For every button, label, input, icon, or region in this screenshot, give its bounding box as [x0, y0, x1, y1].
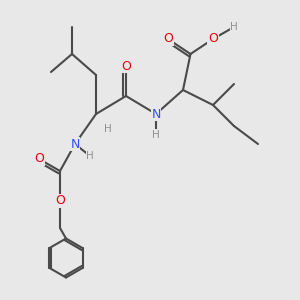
Text: H: H — [230, 22, 238, 32]
Text: H: H — [104, 124, 112, 134]
Text: N: N — [70, 137, 80, 151]
Text: H: H — [152, 130, 160, 140]
Text: O: O — [34, 152, 44, 166]
Text: O: O — [121, 59, 131, 73]
Text: O: O — [208, 32, 218, 46]
Text: N: N — [151, 107, 161, 121]
Text: O: O — [55, 194, 65, 208]
Text: O: O — [163, 32, 173, 46]
Text: H: H — [86, 151, 94, 161]
